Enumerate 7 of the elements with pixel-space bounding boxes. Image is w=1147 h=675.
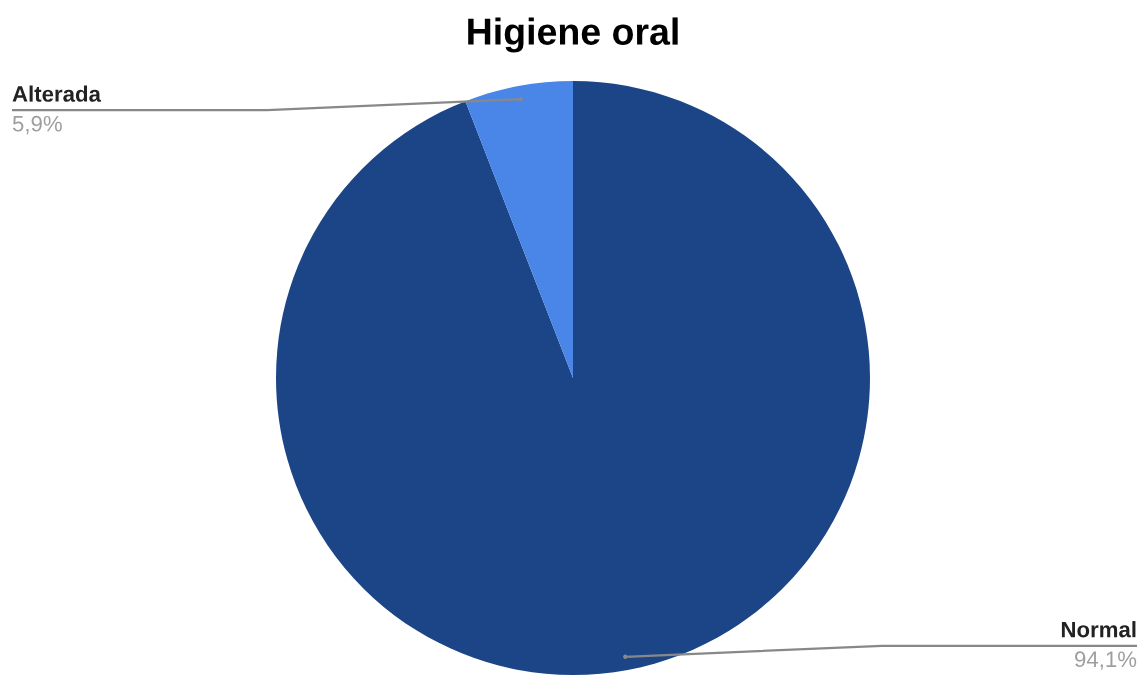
pie-slice: [276, 81, 870, 675]
data-label: 5,9%: [12, 115, 62, 135]
chart-title: Higiene oral: [468, 17, 678, 53]
data-label: 94,1%: [1075, 651, 1137, 670]
slice-label: Normal: [1061, 621, 1136, 638]
pie-slice: [465, 81, 573, 378]
slice-label: Alterada: [12, 85, 102, 102]
